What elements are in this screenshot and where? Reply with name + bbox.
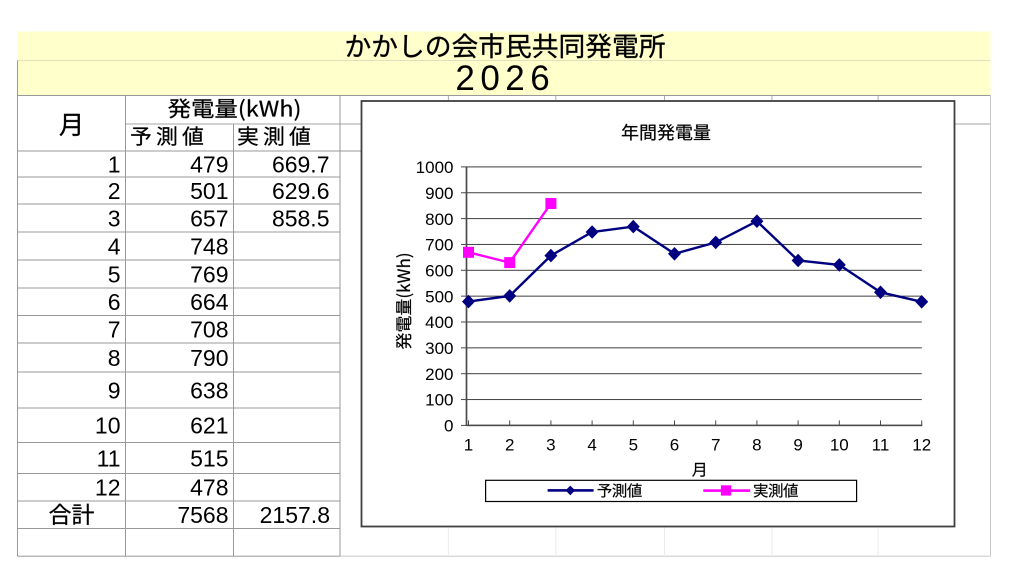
svg-text:657: 657 — [190, 205, 228, 231]
svg-text:1000: 1000 — [416, 158, 454, 177]
svg-text:0: 0 — [444, 417, 453, 436]
svg-text:12: 12 — [912, 436, 931, 455]
svg-text:6: 6 — [670, 436, 679, 455]
svg-text:700: 700 — [425, 236, 453, 255]
svg-text:858.5: 858.5 — [272, 205, 330, 231]
svg-text:7: 7 — [108, 317, 121, 343]
svg-text:300: 300 — [425, 339, 453, 358]
svg-text:2: 2 — [505, 436, 514, 455]
svg-text:500: 500 — [425, 287, 453, 306]
svg-text:200: 200 — [425, 365, 453, 384]
svg-text:2: 2 — [108, 178, 121, 204]
svg-text:790: 790 — [190, 345, 228, 371]
svg-text:479: 479 — [190, 151, 228, 177]
svg-text:12: 12 — [95, 475, 121, 501]
svg-text:800: 800 — [425, 210, 453, 229]
svg-text:1: 1 — [464, 436, 473, 455]
svg-text:769: 769 — [190, 261, 228, 287]
svg-text:621: 621 — [190, 413, 228, 439]
svg-text:6: 6 — [108, 289, 121, 315]
svg-text:669.7: 669.7 — [272, 151, 330, 177]
svg-text:400: 400 — [425, 313, 453, 332]
svg-text:3: 3 — [546, 436, 555, 455]
svg-text:4: 4 — [108, 233, 121, 259]
svg-text:501: 501 — [190, 178, 228, 204]
svg-text:8: 8 — [108, 345, 121, 371]
svg-text:4: 4 — [587, 436, 596, 455]
svg-text:708: 708 — [190, 317, 228, 343]
svg-text:748: 748 — [190, 233, 228, 259]
svg-text:11: 11 — [872, 436, 890, 455]
svg-text:10: 10 — [95, 413, 121, 439]
svg-text:11: 11 — [97, 445, 121, 471]
svg-text:1: 1 — [108, 151, 121, 177]
svg-text:478: 478 — [190, 475, 228, 501]
svg-text:9: 9 — [108, 377, 121, 403]
svg-text:9: 9 — [793, 436, 802, 455]
svg-text:100: 100 — [425, 391, 453, 410]
svg-text:5: 5 — [108, 261, 121, 287]
svg-text:629.6: 629.6 — [272, 178, 330, 204]
svg-text:515: 515 — [190, 445, 228, 471]
svg-text:638: 638 — [190, 377, 228, 403]
svg-text:600: 600 — [425, 262, 453, 281]
svg-text:664: 664 — [190, 289, 229, 315]
svg-text:7: 7 — [711, 436, 720, 455]
svg-text:2026: 2026 — [455, 59, 555, 98]
svg-text:2157.8: 2157.8 — [260, 502, 330, 528]
svg-text:3: 3 — [108, 205, 121, 231]
svg-text:8: 8 — [752, 436, 761, 455]
svg-text:7568: 7568 — [177, 502, 228, 528]
svg-text:5: 5 — [629, 436, 638, 455]
svg-text:900: 900 — [425, 184, 453, 203]
svg-text:10: 10 — [830, 436, 849, 455]
